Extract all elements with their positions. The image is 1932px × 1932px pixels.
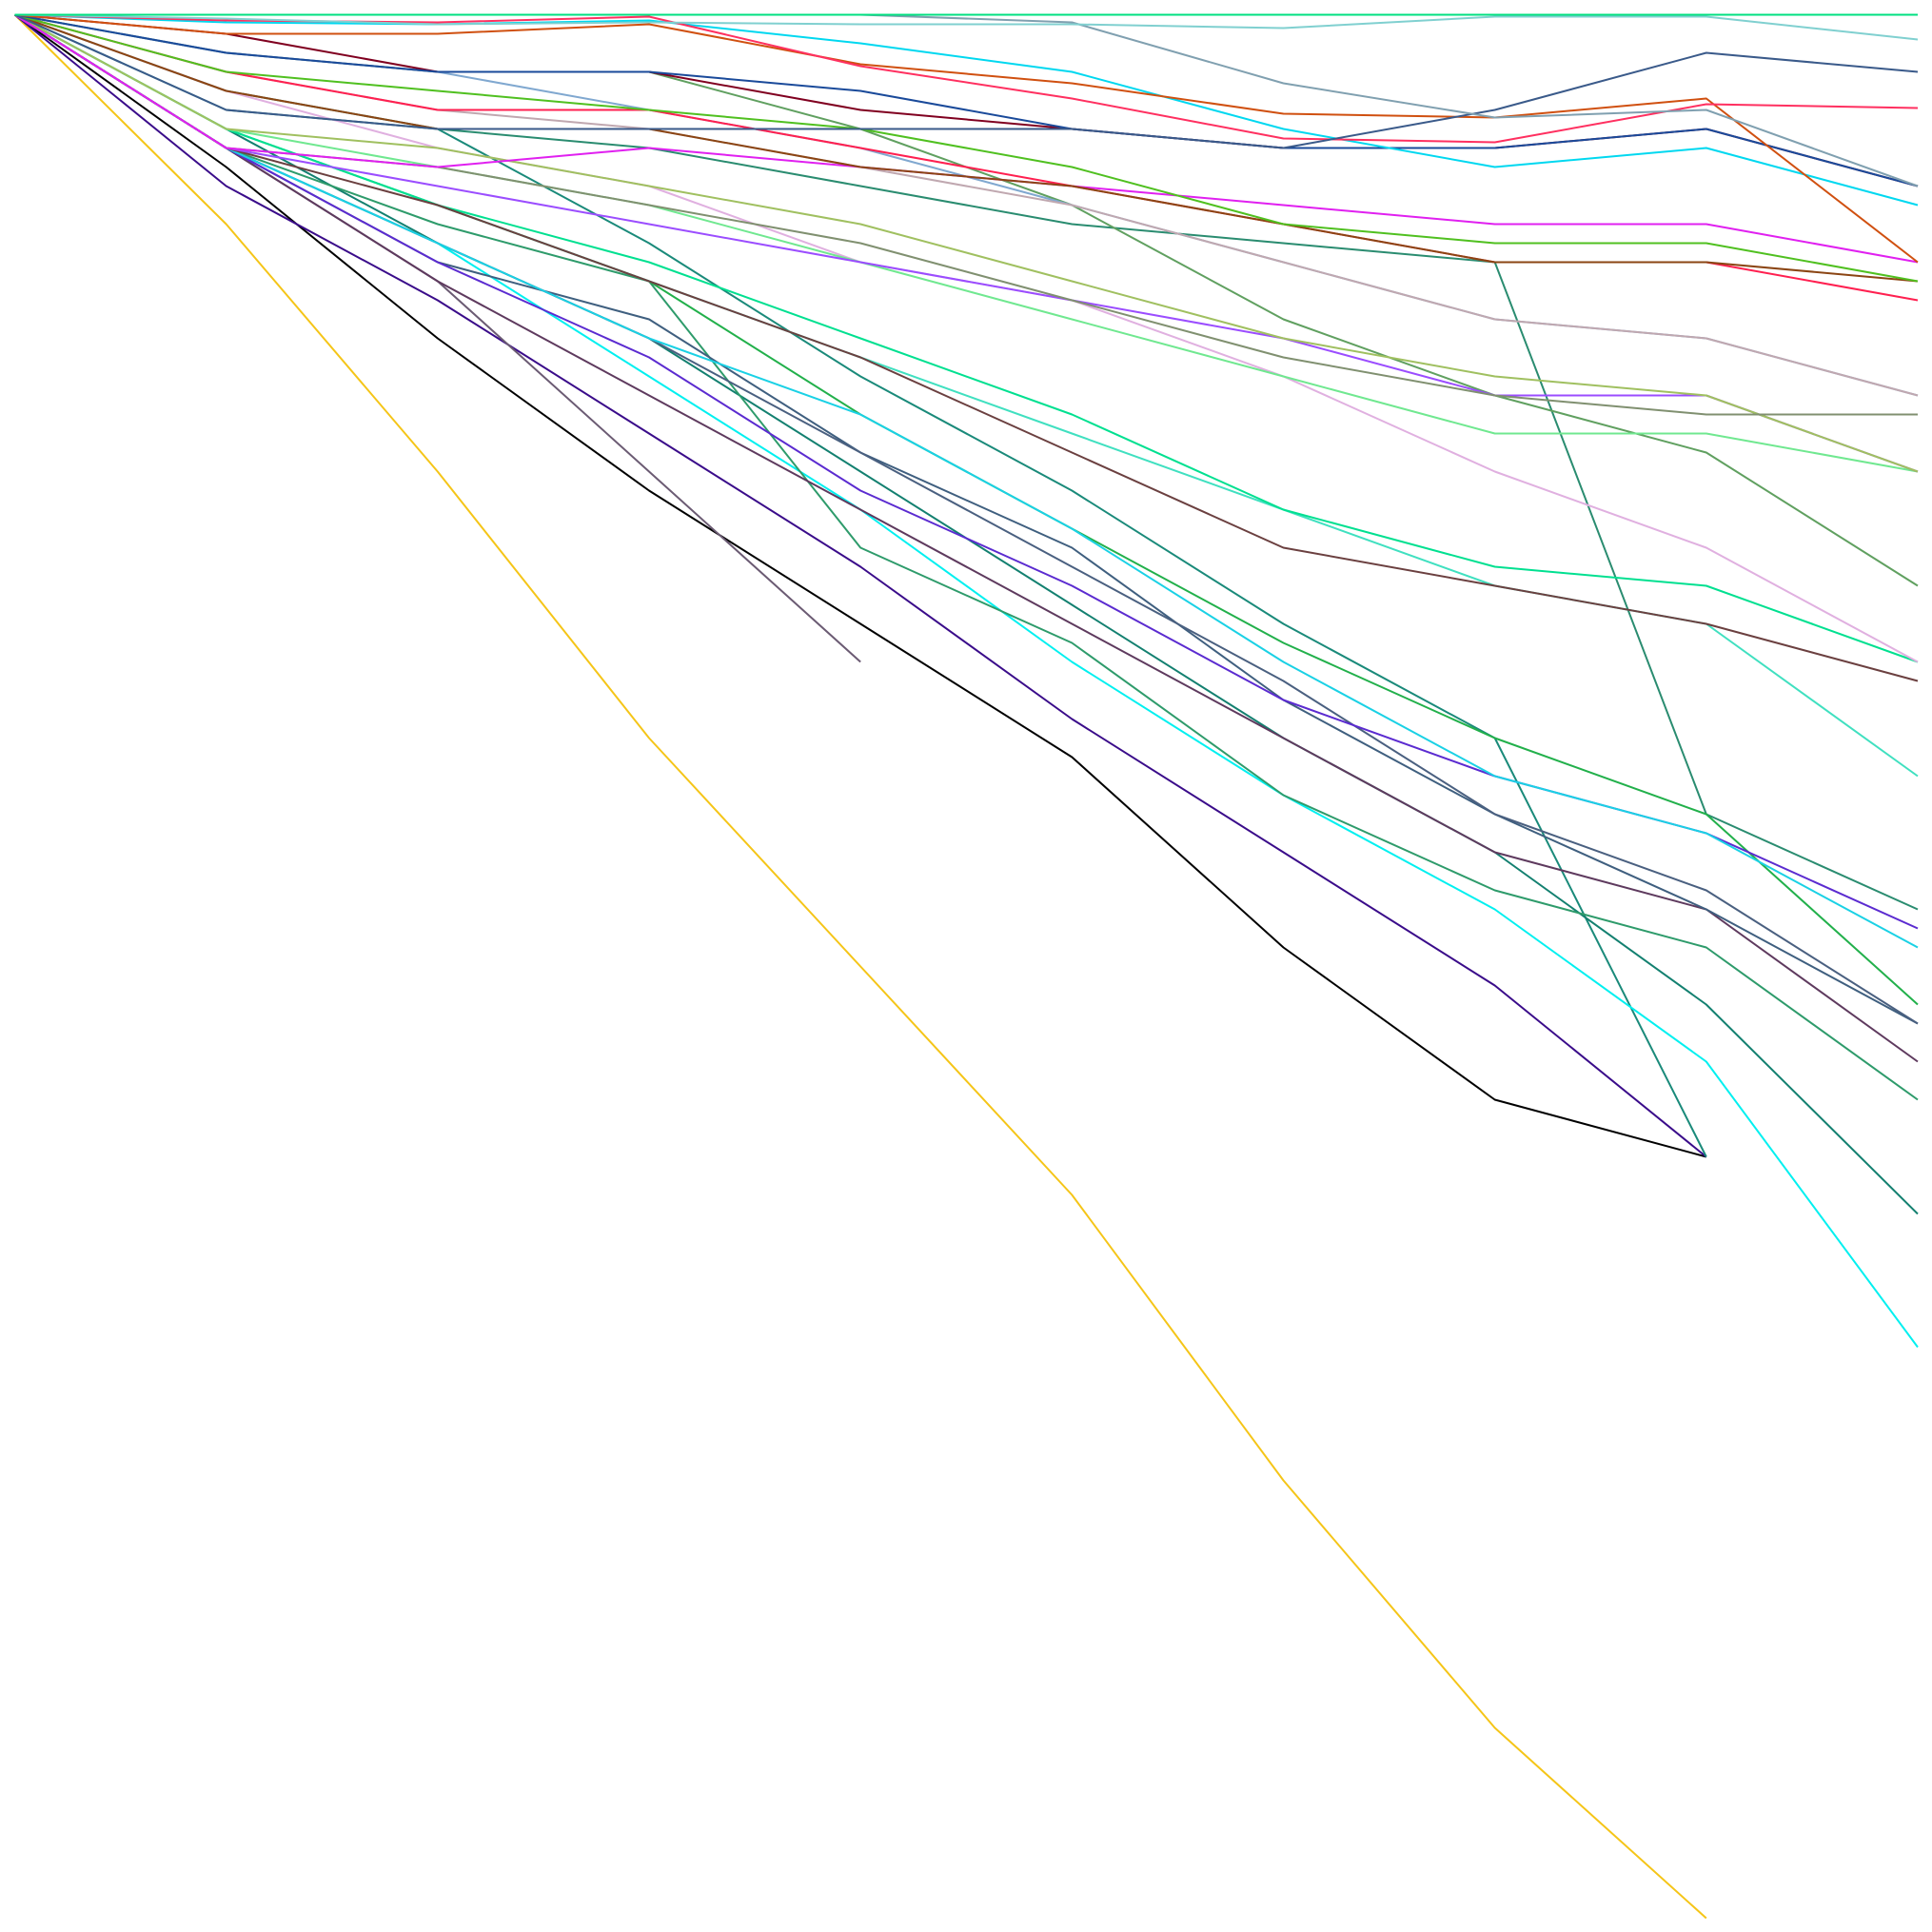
series-line-29 (14, 13, 1919, 283)
series-line-30 (14, 13, 1919, 283)
series-line-3 (13, 13, 1707, 1158)
series-line-10 (13, 13, 1919, 1063)
series-line-7 (13, 13, 1919, 1349)
series-line-9 (13, 13, 1919, 1101)
series-line-38 (14, 13, 1919, 41)
series-line-33 (14, 13, 1919, 207)
series-line-32 (14, 13, 1919, 187)
series-line-36 (14, 13, 1919, 149)
series-line-1 (13, 13, 1707, 1920)
series-line-15 (13, 13, 1919, 949)
series-line-23 (14, 13, 1919, 473)
series-line-18 (13, 13, 1919, 682)
series-line-22 (13, 13, 1919, 473)
series-line-34 (14, 13, 1919, 264)
series-line-21 (14, 13, 1919, 473)
